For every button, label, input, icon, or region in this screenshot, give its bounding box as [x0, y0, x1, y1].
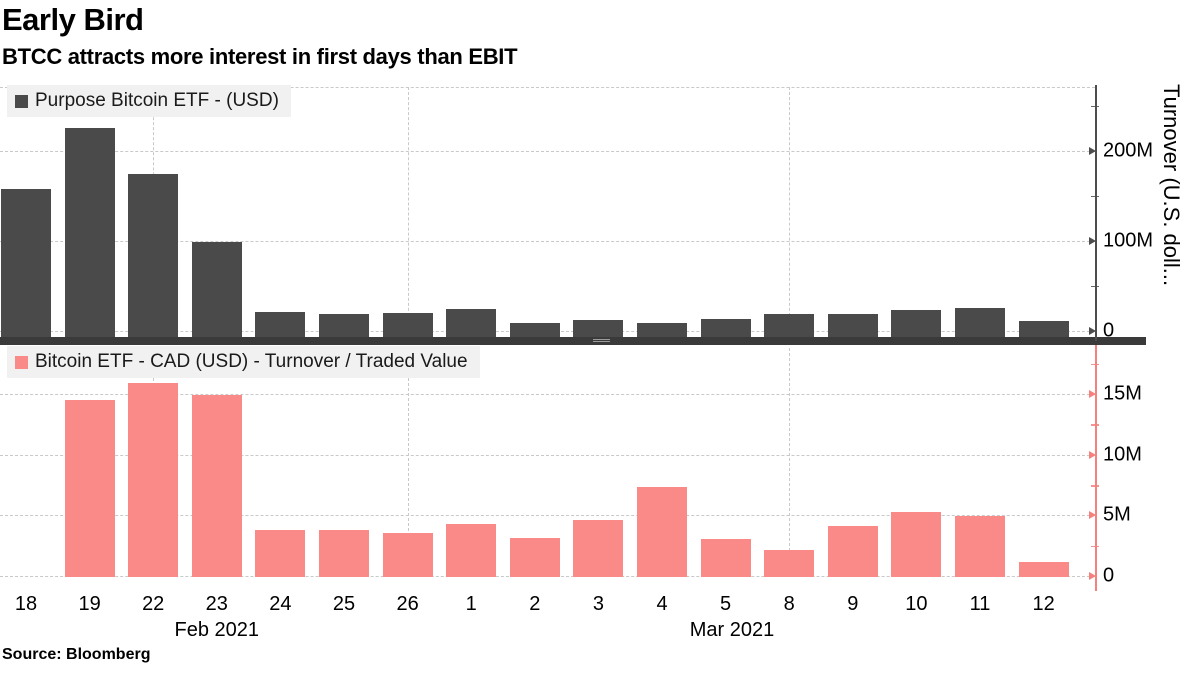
bar-2: [509, 538, 560, 577]
y-minor-tick: [1091, 485, 1099, 487]
bar-5: [700, 318, 751, 337]
x-tick-label: 9: [847, 593, 859, 615]
gridline-horizontal: [0, 240, 1095, 242]
bar-26: [382, 533, 433, 577]
x-tick-label: 19: [78, 593, 101, 615]
y-tick-arrow-icon: [1089, 450, 1096, 459]
legend-swatch-dark-icon: [15, 94, 28, 108]
bar-2: [509, 322, 560, 337]
bar-25: [319, 529, 369, 577]
bar-26: [382, 312, 433, 337]
bar-23: [191, 241, 242, 337]
y-tick-arrow-icon: [1089, 327, 1096, 335]
gridline-vertical: [407, 348, 409, 576]
bar-9: [827, 313, 878, 337]
legend-bitcoin-etf-cad: Bitcoin ETF - CAD (USD) - Turnover / Tra…: [7, 346, 480, 378]
panel-divider-drag-handle-icon[interactable]: [593, 339, 610, 343]
bar-4: [637, 322, 687, 337]
page-title: Early Bird: [2, 2, 144, 37]
bar-5: [700, 539, 751, 577]
y-axis-bottom: [1095, 345, 1097, 591]
x-tick-label: 8: [783, 593, 795, 615]
bar-3: [573, 520, 624, 577]
x-tick-label: 24: [269, 593, 292, 615]
y-tick-label: 200M: [1103, 139, 1154, 162]
gridline-vertical: [789, 348, 791, 576]
x-tick-label: 3: [592, 593, 604, 615]
bar-22: [128, 382, 179, 577]
source-note: Source: Bloomberg: [2, 646, 151, 663]
bar-10: [891, 511, 942, 577]
bar-11: [955, 308, 1005, 337]
gridline-vertical: [789, 87, 791, 331]
bar-8: [764, 550, 815, 577]
bar-10: [891, 309, 942, 337]
gridline-horizontal: [0, 515, 1095, 517]
bar-12: [1018, 562, 1069, 577]
y-tick-arrow-icon: [1089, 146, 1096, 155]
panel-divider: [0, 337, 1146, 345]
bar-24: [255, 529, 306, 577]
bar-12: [1018, 320, 1069, 337]
x-tick-label: 1: [465, 593, 477, 615]
x-tick-label: 26: [396, 593, 419, 615]
y-tick-arrow-icon: [1089, 511, 1096, 520]
y-tick-label: 100M: [1103, 229, 1154, 252]
axis-title-turnover: Turnover (U.S. doll...: [1159, 84, 1184, 287]
gridline-vertical: [407, 87, 409, 331]
x-month-label: Feb 2021: [174, 619, 260, 641]
y-tick-label: 15M: [1103, 382, 1142, 405]
x-tick-label: 4: [656, 593, 668, 615]
gridline-horizontal: [0, 150, 1095, 152]
gridline-horizontal: [0, 394, 1095, 396]
x-month-label: Mar 2021: [689, 619, 775, 641]
x-tick-label: 12: [1032, 593, 1055, 615]
bar-4: [637, 487, 687, 577]
y-minor-tick: [1091, 545, 1099, 548]
bar-1: [446, 309, 497, 337]
x-tick-label: 2: [529, 593, 541, 615]
bar-19: [64, 128, 115, 337]
bar-8: [764, 314, 815, 337]
x-tick-label: 25: [332, 593, 356, 615]
bar-1: [446, 523, 497, 577]
y-tick-arrow-icon: [1089, 236, 1096, 245]
bar-24: [255, 311, 306, 337]
bar-19: [64, 399, 115, 577]
gridline-horizontal: [0, 454, 1095, 456]
bar-18: [1, 189, 51, 337]
bar-11: [955, 516, 1005, 577]
y-minor-tick: [1091, 424, 1099, 426]
legend-purpose-etf: Purpose Bitcoin ETF - (USD): [7, 85, 291, 117]
legend-swatch-pink-icon: [15, 355, 28, 369]
x-tick-label: 11: [969, 593, 991, 615]
bar-22: [128, 174, 179, 337]
legend-label: Bitcoin ETF - CAD (USD) - Turnover / Tra…: [35, 351, 468, 372]
y-tick-arrow-icon: [1089, 572, 1096, 580]
bar-9: [827, 526, 878, 577]
y-minor-tick: [1091, 105, 1099, 108]
x-tick-label: 18: [14, 593, 38, 615]
gridline-horizontal: [0, 87, 1095, 88]
x-tick-label: 22: [142, 593, 165, 615]
y-axis-top: [1095, 85, 1097, 341]
x-tick-label: 10: [905, 593, 928, 615]
y-tick-label: 5M: [1103, 503, 1131, 526]
bar-25: [319, 313, 369, 337]
y-minor-tick: [1091, 363, 1099, 366]
x-tick-label: 23: [205, 593, 228, 615]
y-tick-arrow-icon: [1089, 390, 1096, 399]
bar-23: [191, 395, 242, 577]
x-tick-label: 5: [720, 593, 732, 615]
y-tick-label: 0: [1103, 319, 1115, 342]
y-tick-label: 10M: [1103, 443, 1142, 466]
legend-label: Purpose Bitcoin ETF - (USD): [35, 90, 279, 111]
y-minor-tick: [1091, 285, 1099, 288]
bar-3: [573, 319, 624, 337]
page-subtitle: BTCC attracts more interest in first day…: [2, 44, 518, 69]
y-minor-tick: [1091, 195, 1099, 198]
y-tick-label: 0: [1103, 564, 1115, 587]
